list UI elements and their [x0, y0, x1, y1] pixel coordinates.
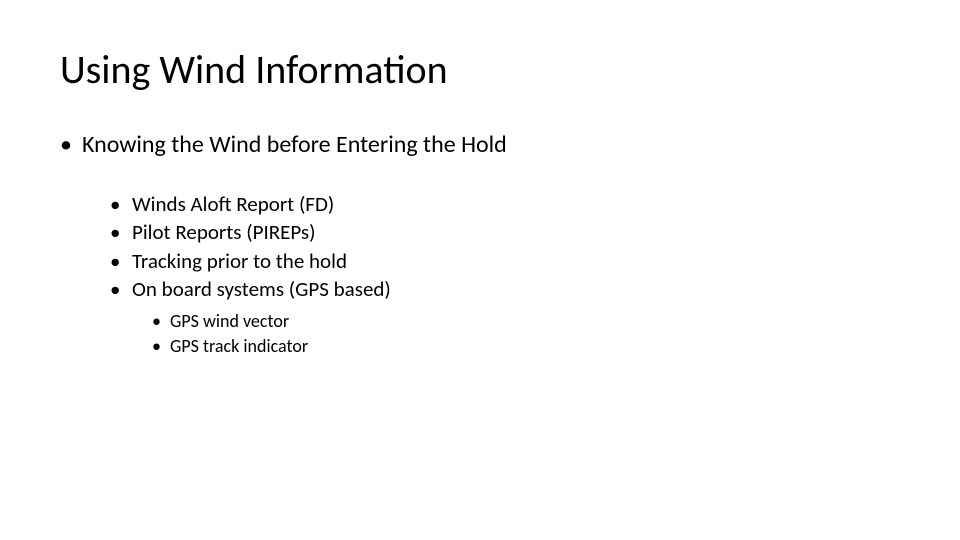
- list-item: Winds Aloft Report (FD): [110, 190, 900, 218]
- bullet-text: GPS wind vector: [170, 310, 289, 332]
- bullet-text: On board systems (GPS based): [132, 276, 391, 302]
- bullet-text: Pilot Reports (PIREPs): [132, 219, 316, 245]
- list-item: GPS wind vector: [152, 309, 900, 333]
- bullet-text: Winds Aloft Report (FD): [132, 191, 334, 217]
- slide-title: Using Wind Information: [60, 48, 900, 92]
- slide: Using Wind Information Knowing the Wind …: [0, 0, 960, 540]
- bullet-text: Knowing the Wind before Entering the Hol…: [82, 130, 507, 159]
- list-item: Tracking prior to the hold: [110, 247, 900, 275]
- bullet-list-level-3: GPS wind vector GPS track indicator: [132, 309, 900, 358]
- list-item: Pilot Reports (PIREPs): [110, 218, 900, 246]
- list-item: Knowing the Wind before Entering the Hol…: [60, 130, 900, 358]
- list-item: GPS track indicator: [152, 334, 900, 358]
- bullet-list-level-2: Winds Aloft Report (FD) Pilot Reports (P…: [82, 190, 900, 358]
- bullet-text: GPS track indicator: [170, 335, 308, 357]
- bullet-list-level-1: Knowing the Wind before Entering the Hol…: [60, 130, 900, 358]
- list-item: On board systems (GPS based) GPS wind ve…: [110, 275, 900, 358]
- bullet-text: Tracking prior to the hold: [132, 248, 347, 274]
